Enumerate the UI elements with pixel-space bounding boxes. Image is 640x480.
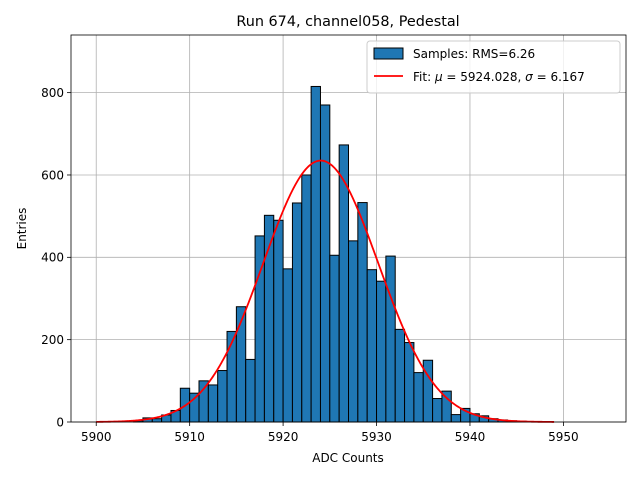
histogram-bar [450,414,462,423]
histogram-bar [273,219,284,423]
histogram-bar [207,384,219,423]
y-tick-label: 600 [41,168,64,182]
histogram-bar [291,202,303,423]
histogram-bar [376,280,387,423]
x-tick-label: 5950 [548,430,579,444]
y-tick-label: 800 [41,86,64,100]
histogram-bar [217,370,228,423]
histogram-bar [394,328,406,423]
fit-curve-layer [96,159,555,423]
x-tick-label: 5900 [81,430,112,444]
histogram-bar [151,418,163,423]
histogram-bar [413,372,424,423]
histogram-bar [319,104,331,423]
x-tick-label: 5920 [268,430,299,444]
y-axis-label: Entries [15,208,29,250]
legend: Samples: RMS=6.26 Fit: μ = 5924.028, σ =… [366,40,621,94]
x-axis-label: ADC Counts [312,451,384,465]
legend-frame [366,40,621,94]
histogram-bar [329,254,340,423]
histogram-bar [198,380,209,423]
y-axis-ticks: 0 200 400 600 800 [41,86,71,429]
legend-samples-patch [373,47,404,60]
y-tick-label: 400 [41,251,64,265]
histogram-bar [357,202,368,423]
histogram-bar [235,306,247,423]
histogram-bar [301,174,312,423]
histogram-bar [310,85,321,423]
histogram-bar [404,342,415,423]
x-tick-label: 5910 [174,430,205,444]
y-tick-label: 0 [56,415,64,429]
histogram-bar [432,398,443,423]
chart-title: Run 674, channel058, Pedestal [236,14,459,30]
histogram-bar [226,330,237,423]
plot-area-frame [70,34,627,423]
x-axis-ticks: 5900 5910 5920 5930 5940 5950 [81,422,579,444]
x-tick-label: 5940 [455,430,486,444]
x-tick-label: 5930 [361,430,392,444]
fit-curve [96,159,555,423]
histogram-bar [348,240,359,423]
histogram-bar [245,358,256,423]
legend-samples-label: Samples: RMS=6.26 [413,47,535,61]
y-tick-label: 200 [41,333,64,347]
histogram-bar [385,255,396,423]
histogram-bar [366,269,378,423]
histogram-bar [282,268,293,423]
legend-fit-label: Fit: μ = 5924.028, σ = 6.167 [413,70,585,84]
